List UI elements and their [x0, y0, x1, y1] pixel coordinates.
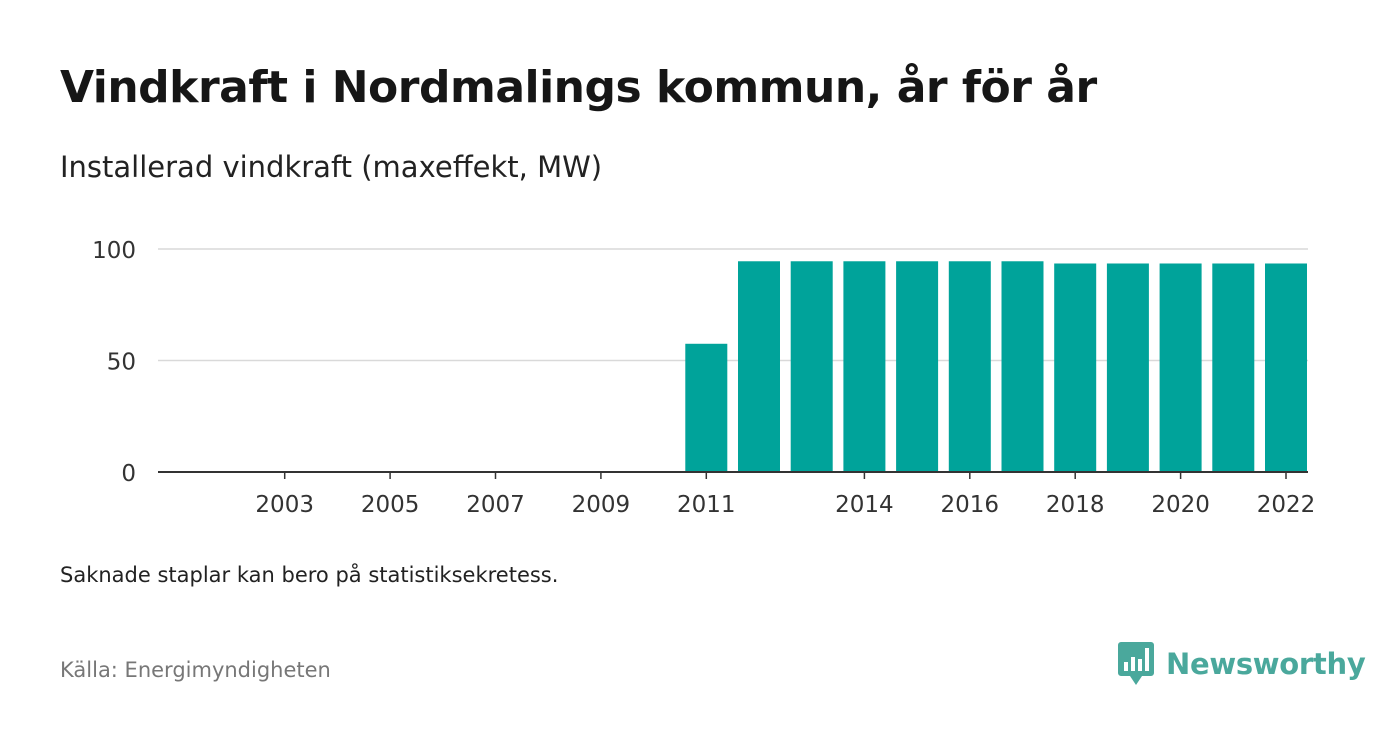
brand-logo: Newsworthy [1118, 642, 1366, 686]
bar-2017 [1001, 261, 1044, 472]
bar-2015 [896, 261, 939, 472]
x-tick-label: 2005 [361, 492, 420, 518]
chart-subtitle: Installerad vindkraft (maxeffekt, MW) [60, 150, 603, 184]
brand-name: Newsworthy [1166, 647, 1366, 681]
bar-2020 [1159, 263, 1202, 472]
bar-2014 [843, 261, 886, 472]
x-tick-label: 2009 [572, 492, 631, 518]
x-tick-label: 2022 [1257, 492, 1316, 518]
y-tick-label: 50 [107, 350, 136, 376]
x-tick-label: 2016 [941, 492, 1000, 518]
bar-2011 [685, 343, 728, 472]
bar-2022 [1265, 263, 1307, 472]
source-label: Källa: Energimyndigheten [60, 658, 331, 682]
x-tick-label: 2003 [255, 492, 314, 518]
x-tick-label: 2011 [677, 492, 736, 518]
footnote: Saknade staplar kan bero på statistiksek… [60, 563, 559, 587]
bar-2016 [948, 261, 991, 472]
y-tick-label: 100 [92, 238, 136, 264]
bar-2018 [1054, 263, 1097, 472]
bar-2021 [1212, 263, 1255, 472]
bar-2019 [1106, 263, 1149, 472]
bar-chart: 0 50 100 2003 2005 2007 2009 2011 2014 2016 2018 20… [92, 238, 1316, 518]
x-tick-label: 2020 [1151, 492, 1210, 518]
x-tick-label: 2007 [466, 492, 525, 518]
x-tick-label: 2018 [1046, 492, 1105, 518]
newsworthy-logo-icon [1118, 642, 1154, 685]
chart-title: Vindkraft i Nordmalings kommun, år för å… [60, 62, 1097, 113]
y-tick-label: 0 [121, 461, 136, 487]
bar-2013 [790, 261, 833, 472]
x-tick-label: 2014 [835, 492, 894, 518]
bar-2012 [738, 261, 780, 472]
